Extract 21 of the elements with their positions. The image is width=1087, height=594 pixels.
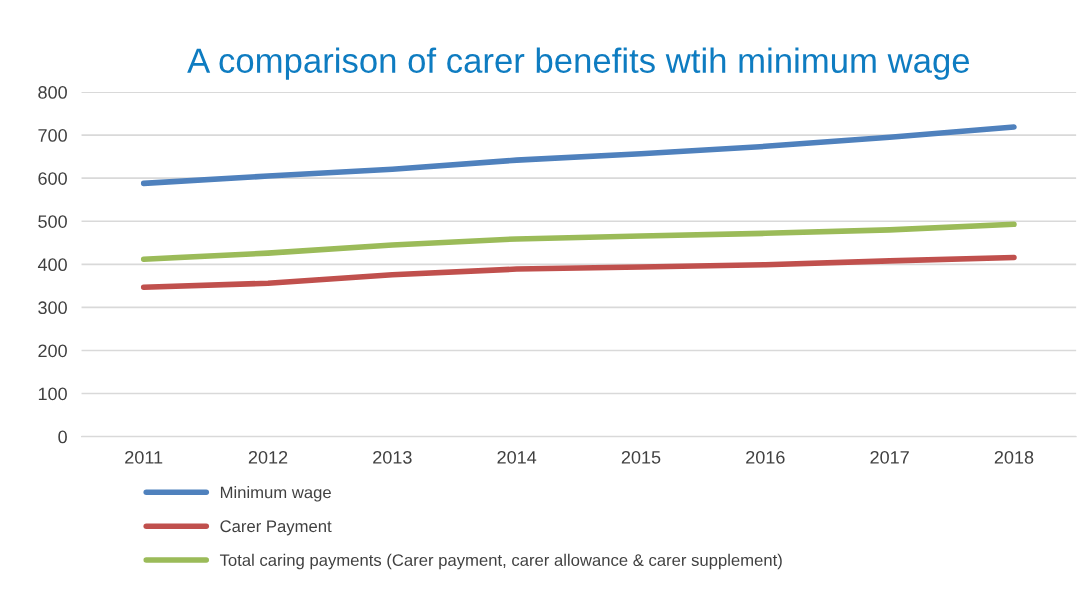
x-tick-label: 2016: [746, 450, 785, 464]
chart-title: A comparison of carer benefits wtih minimum wage: [187, 47, 970, 80]
y-tick-label: 500: [38, 215, 67, 228]
y-tick-label: 800: [38, 86, 67, 99]
x-tick-label: 2012: [248, 450, 288, 464]
legend-label: Total caring payments (Carer payment, carer allowance & carer supplement): [219, 553, 782, 570]
y-tick-label: 400: [37, 258, 67, 272]
y-tick-label: 700: [38, 129, 67, 142]
x-tick-label: 2011: [125, 450, 163, 464]
x-tick-label: 2014: [497, 450, 537, 464]
y-tick-label: 100: [38, 387, 67, 401]
x-tick-label: 2013: [373, 450, 412, 464]
y-tick-label: 300: [38, 301, 67, 315]
x-tick-label: 2017: [870, 450, 909, 464]
y-tick-label: 0: [58, 430, 67, 444]
legend-label: Minimum wage: [220, 486, 331, 502]
x-tick-label: 2015: [621, 450, 661, 464]
legend-label: Carer Payment: [220, 520, 332, 536]
x-tick-label: 2018: [994, 450, 1034, 464]
y-tick-label: 200: [38, 344, 67, 358]
y-tick-label: 600: [38, 172, 67, 185]
